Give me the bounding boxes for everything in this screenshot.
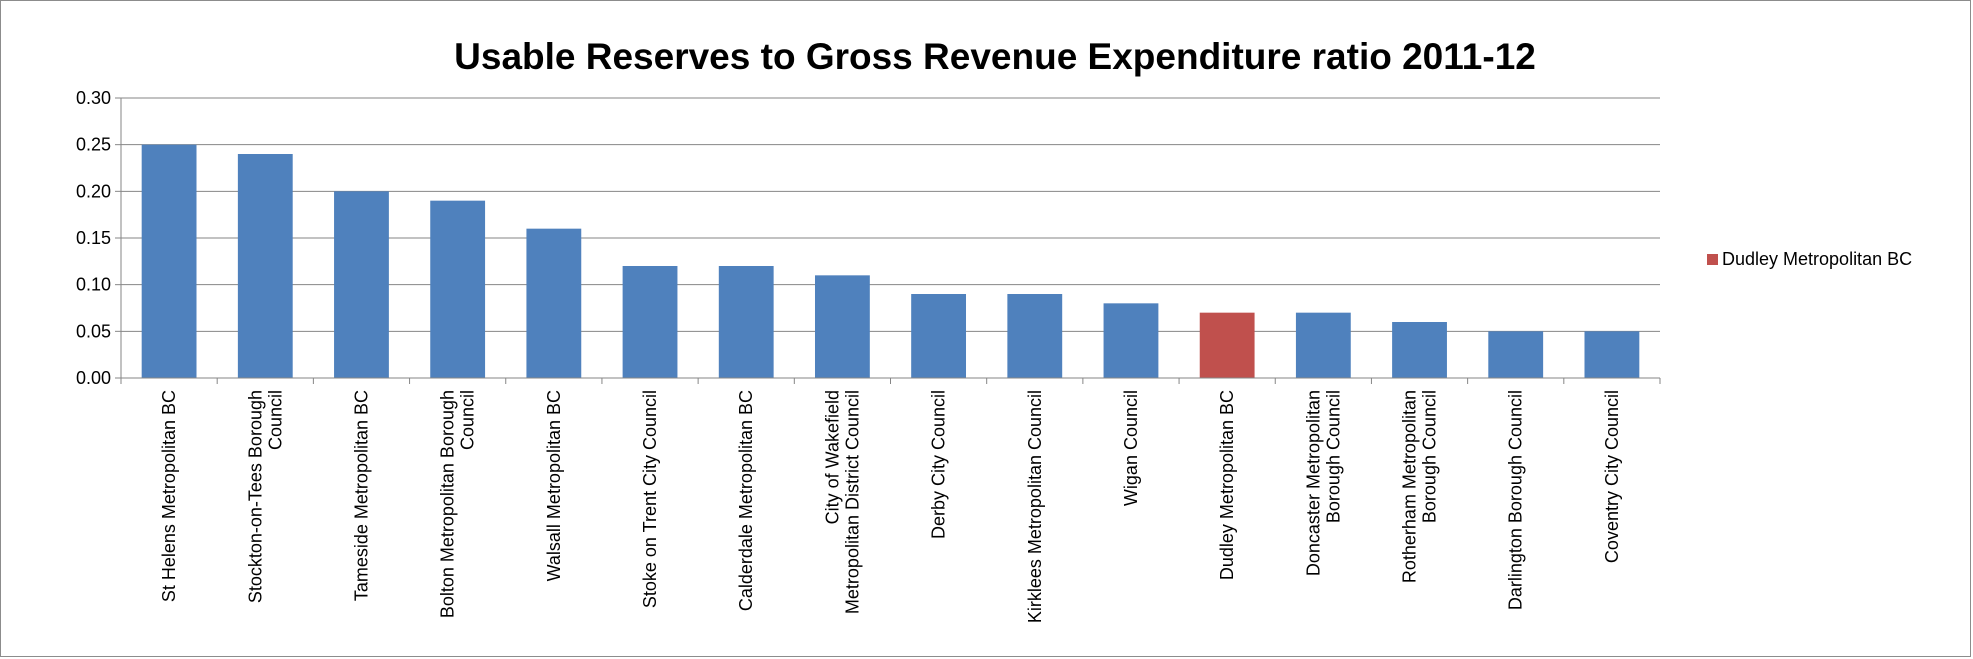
bar <box>1584 331 1640 378</box>
category-label: Dudley Metropolitan BC <box>1217 390 1237 580</box>
category-label: Calderdale Metropolitan BC <box>736 390 756 611</box>
category-label: Coventry City Council <box>1602 390 1622 563</box>
bar <box>1295 312 1351 378</box>
bar <box>334 191 389 378</box>
bar <box>430 200 486 378</box>
bar <box>622 266 678 378</box>
y-axis-tick-labels: 0.00 0.05 0.10 0.15 0.20 0.25 0.30 <box>76 88 121 388</box>
chart-title: Usable Reserves to Gross Revenue Expendi… <box>454 36 1536 77</box>
category-label: Walsall Metropolitan BC <box>544 390 564 581</box>
bar <box>814 275 870 378</box>
category-label: Metropolitan District Council <box>842 390 862 614</box>
category-label: Council <box>458 390 478 450</box>
bar <box>911 294 967 378</box>
category-label: Rotherham Metropolitan <box>1400 390 1420 583</box>
axes <box>120 98 1661 384</box>
category-label: Bolton Metropolitan Borough <box>438 390 458 618</box>
legend: Dudley Metropolitan BC <box>1707 249 1912 269</box>
category-label: Tameside Metropolitan BC <box>351 390 371 601</box>
category-label: Darlington Borough Council <box>1506 390 1526 610</box>
category-label: St Helens Metropolitan BC <box>159 390 179 602</box>
y-tick-label: 0.10 <box>76 275 111 295</box>
y-tick-label: 0.00 <box>76 368 111 388</box>
category-label: Council <box>265 390 285 450</box>
bar <box>1488 331 1544 378</box>
y-tick-label: 0.15 <box>76 228 111 248</box>
y-tick-label: 0.30 <box>76 88 111 108</box>
bar <box>526 228 582 378</box>
y-tick-label: 0.05 <box>76 321 111 341</box>
category-label: Kirklees Metropolitan Council <box>1025 390 1045 623</box>
bar <box>1199 312 1255 378</box>
category-label: Borough Council <box>1420 390 1440 523</box>
legend-label: Dudley Metropolitan BC <box>1722 249 1912 269</box>
category-label: Stoke on Trent City Council <box>640 390 660 608</box>
bar <box>718 266 774 378</box>
category-labels: St Helens Metropolitan BC Stockton-on-Tee… <box>159 390 1622 623</box>
y-tick-label: 0.25 <box>76 135 111 155</box>
category-label: Doncaster Metropolitan <box>1303 390 1323 576</box>
bars <box>141 144 1640 378</box>
legend-swatch <box>1707 254 1718 265</box>
category-label: Wigan Council <box>1121 390 1141 506</box>
bar <box>1007 294 1063 378</box>
bar <box>1392 322 1447 378</box>
category-label: City of Wakefield <box>822 390 842 524</box>
y-tick-label: 0.20 <box>76 181 111 201</box>
bar <box>141 144 197 378</box>
category-label: Derby City Council <box>929 390 949 539</box>
category-label: Borough Council <box>1323 390 1343 523</box>
bar <box>237 154 293 378</box>
bar <box>1103 303 1159 378</box>
category-label: Stockton-on-Tees Borough <box>245 390 265 603</box>
